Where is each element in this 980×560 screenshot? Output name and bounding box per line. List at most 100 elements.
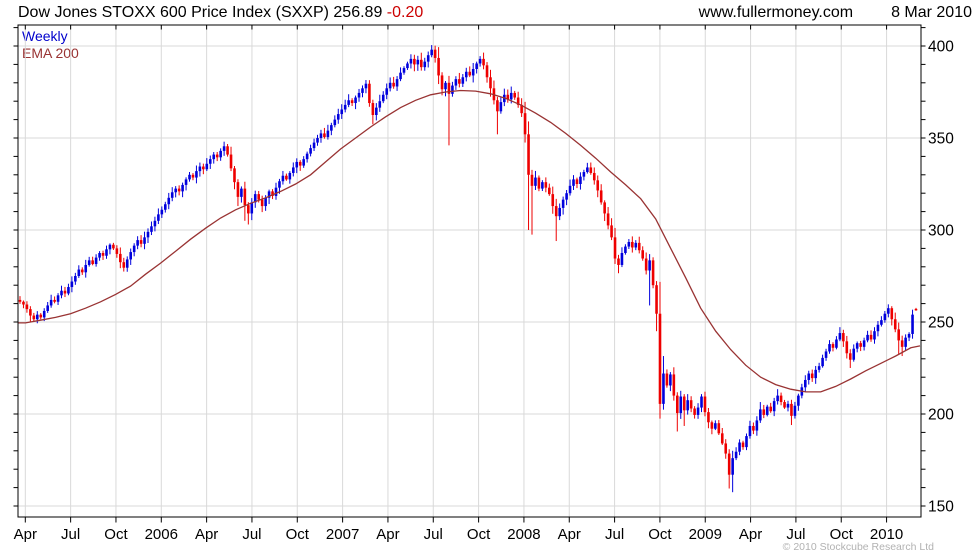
- candle-body-up: [838, 333, 842, 340]
- candle-body-down: [53, 299, 56, 302]
- candle-body-down: [119, 253, 122, 263]
- candle-body-up: [648, 260, 651, 271]
- candle-body-up: [305, 153, 309, 160]
- candle-body-down: [18, 299, 22, 302]
- chart-date: 8 Mar 2010: [891, 4, 972, 21]
- candle-body-up: [105, 249, 108, 256]
- candle-body-down: [468, 71, 472, 76]
- legend-timeframe: Weekly: [22, 28, 68, 44]
- candle-body-down: [613, 237, 617, 259]
- candle-body-down: [869, 334, 873, 340]
- candle-body-up: [416, 59, 420, 65]
- candle-body-up: [250, 202, 254, 214]
- candle-body-down: [596, 180, 600, 191]
- candle-body-up: [129, 252, 133, 260]
- candle-body-down: [323, 133, 326, 138]
- candle-body-down: [202, 166, 205, 170]
- candle-body-up: [205, 163, 209, 170]
- candle-body-up: [94, 257, 98, 265]
- candle-body-down: [689, 400, 693, 409]
- legend-ema-200: EMA 200: [22, 45, 79, 61]
- candle-body-up: [862, 340, 866, 347]
- x-axis-label-Apr-12: Apr: [558, 526, 581, 543]
- candle-body-down: [243, 188, 247, 206]
- candle-body-up: [579, 176, 582, 184]
- x-axis-label-Jul-5: Jul: [242, 526, 261, 543]
- candle-body-down: [893, 319, 897, 330]
- site-link: www.fullermoney.com: [698, 4, 854, 21]
- candle-body-up: [835, 339, 838, 348]
- candle-body-down: [544, 182, 548, 188]
- x-axis-label-Apr-0: Apr: [14, 526, 37, 543]
- y-axis-label-400: 400: [928, 39, 954, 56]
- candle-body-up: [264, 197, 267, 207]
- candle-body-up: [426, 55, 430, 62]
- x-axis-label-2009-15: 2009: [689, 526, 722, 543]
- candle-body-down: [675, 395, 679, 414]
- candle-body-up: [385, 88, 389, 95]
- candle-body-down: [115, 248, 119, 254]
- candle-body-up: [561, 199, 565, 208]
- candle-body-up: [219, 150, 222, 158]
- candle-body-up: [499, 102, 503, 112]
- candle-body-down: [112, 244, 115, 249]
- candle-body-up: [167, 197, 171, 205]
- x-axis-label-Oct-6: Oct: [286, 526, 310, 543]
- candle-body-up: [60, 290, 63, 296]
- candle-body-up: [381, 94, 385, 102]
- candle-body-up: [125, 259, 129, 268]
- x-axis-label-Jul-1: Jul: [61, 526, 80, 543]
- candle-body-up: [56, 295, 60, 302]
- candle-body-up: [855, 343, 859, 349]
- candle-body-up: [509, 92, 513, 100]
- x-axis-label-2008-11: 2008: [507, 526, 540, 543]
- candle-body-down: [260, 199, 264, 207]
- candle-body-down: [617, 258, 620, 265]
- candle-body-up: [42, 310, 46, 318]
- candle-body-down: [371, 103, 375, 115]
- price-change: -0.20: [386, 4, 424, 21]
- x-axis-label-Apr-4: Apr: [195, 526, 218, 543]
- candle-body-up: [267, 191, 271, 198]
- candle-body-down: [589, 167, 593, 173]
- candle-body-up: [399, 72, 402, 80]
- candle-body-down: [247, 205, 250, 214]
- candle-body-up: [541, 182, 544, 189]
- candle-body-up: [430, 49, 433, 56]
- candle-body-up: [240, 188, 243, 197]
- candle-body-down: [191, 174, 195, 178]
- candle-body-up: [471, 69, 475, 76]
- candle-body-up: [464, 71, 468, 78]
- candle-body-up: [77, 269, 81, 276]
- candle-body-up: [873, 331, 876, 340]
- candle-body-up: [451, 85, 454, 94]
- candle-body-down: [554, 206, 558, 217]
- candle-body-down: [665, 373, 669, 386]
- candle-body-down: [672, 374, 676, 396]
- candle-body-down: [32, 315, 36, 320]
- candle-body-down: [271, 191, 274, 196]
- candle-body-up: [208, 159, 212, 164]
- candle-body-up: [312, 142, 316, 149]
- candle-body-up: [696, 407, 700, 415]
- candle-body-up: [883, 313, 887, 321]
- candle-body-up: [568, 185, 572, 194]
- candle-body-down: [368, 83, 371, 104]
- candle-body-down: [599, 190, 603, 203]
- candle-body-down: [752, 425, 755, 431]
- candle-body-up: [745, 436, 748, 448]
- candle-body-up: [755, 420, 759, 431]
- last-price: 256.89: [333, 4, 383, 21]
- candle-body-up: [793, 405, 797, 416]
- candle-body-down: [22, 301, 25, 305]
- candle-body-down: [897, 329, 901, 341]
- candle-body-up: [731, 458, 734, 475]
- candle-body-up: [108, 244, 112, 250]
- candle-body-up: [679, 396, 683, 414]
- page-title: Dow Jones STOXX 600 Price Index (SXXP): [18, 4, 329, 21]
- candle-body-down: [236, 182, 240, 197]
- candle-body-up: [772, 401, 776, 412]
- candle-body-down: [741, 442, 745, 448]
- title-right-group: www.fullermoney.com 8 Mar 2010: [699, 4, 972, 22]
